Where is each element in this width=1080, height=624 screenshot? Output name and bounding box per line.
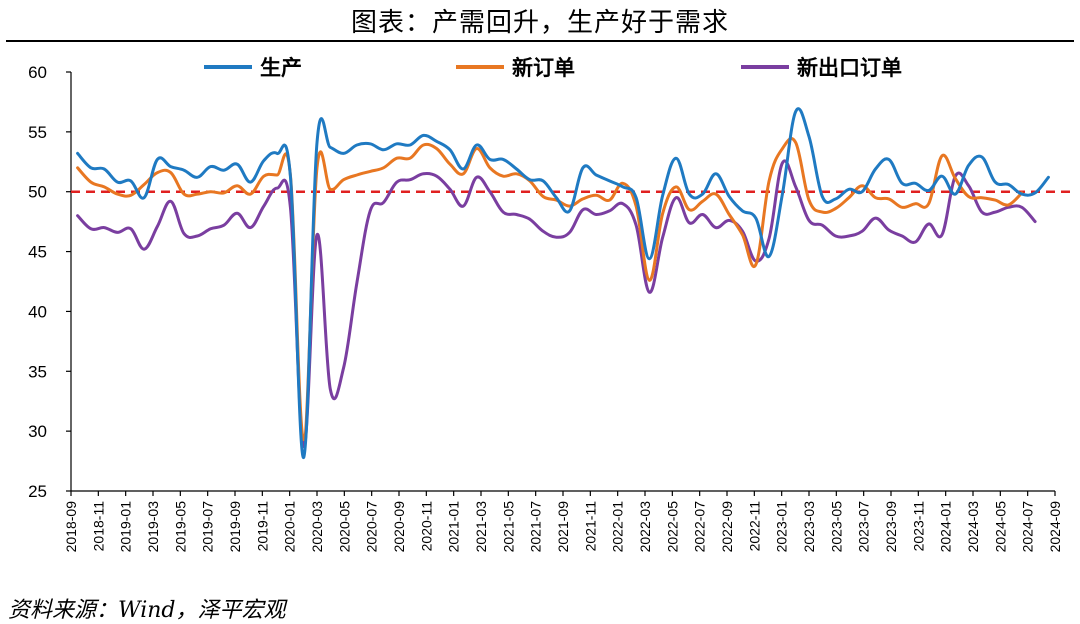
legend: 生产 新订单 新出口订单 bbox=[204, 56, 902, 80]
x-tick-label: 2022-05 bbox=[664, 501, 680, 553]
y-axis: 25 30 35 40 45 50 55 60 bbox=[28, 63, 72, 501]
x-tick-label: 2023-11 bbox=[910, 501, 926, 552]
x-tick-label: 2023-05 bbox=[828, 501, 844, 553]
chart-title: 图表：产需回升，生产好于需求 bbox=[350, 8, 729, 38]
y-tick-label: 40 bbox=[28, 302, 47, 321]
x-tick-label: 2021-09 bbox=[555, 501, 571, 553]
series-lines bbox=[76, 107, 1050, 460]
y-tick-label: 30 bbox=[28, 422, 47, 441]
x-tick-label: 2020-09 bbox=[391, 501, 407, 553]
x-tick-label: 2019-05 bbox=[172, 501, 188, 553]
legend-label-production: 生产 bbox=[260, 56, 302, 80]
x-tick-label: 2021-03 bbox=[473, 501, 489, 553]
x-tick-label: 2023-01 bbox=[774, 501, 790, 553]
title-rule bbox=[6, 40, 1074, 42]
x-tick-label: 2024-07 bbox=[1020, 501, 1036, 553]
y-tick-label: 25 bbox=[28, 482, 47, 501]
series-line-production bbox=[76, 107, 1050, 460]
x-tick-label: 2024-03 bbox=[965, 501, 981, 553]
x-tick-label: 2018-09 bbox=[63, 501, 79, 553]
legend-label-export_orders: 新出口订单 bbox=[797, 56, 902, 80]
x-tick-label: 2022-11 bbox=[746, 501, 762, 552]
x-tick-label: 2024-05 bbox=[992, 501, 1008, 553]
x-tick-label: 2020-07 bbox=[364, 501, 380, 553]
y-tick-label: 45 bbox=[28, 243, 47, 262]
x-tick-label: 2022-09 bbox=[719, 501, 735, 553]
x-tick-label: 2022-03 bbox=[637, 501, 653, 553]
x-tick-label: 2019-11 bbox=[254, 501, 270, 552]
x-axis: 2018-09 2018-11 2019-01 2019-03 2019-05 2019-… bbox=[63, 490, 1063, 553]
x-tick-label: 2018-11 bbox=[90, 501, 106, 552]
x-tick-label: 2019-03 bbox=[145, 501, 161, 553]
x-tick-label: 2020-05 bbox=[336, 501, 352, 553]
x-tick-label: 2021-07 bbox=[528, 501, 544, 553]
x-tick-label: 2023-09 bbox=[883, 501, 899, 553]
x-tick-label: 2024-01 bbox=[938, 501, 954, 553]
x-tick-label: 2020-01 bbox=[282, 501, 298, 553]
series-line-new_orders bbox=[76, 137, 1024, 442]
x-tick-label: 2021-05 bbox=[500, 501, 516, 553]
x-tick-label: 2021-01 bbox=[446, 501, 462, 553]
x-tick-label: 2019-01 bbox=[118, 501, 134, 553]
x-tick-label: 2019-09 bbox=[227, 501, 243, 553]
legend-label-new_orders: 新订单 bbox=[512, 56, 575, 80]
x-tick-label: 2021-11 bbox=[582, 501, 598, 552]
x-tick-label: 2023-03 bbox=[801, 501, 817, 553]
source-note: 资料来源：Wind，泽平宏观 bbox=[8, 598, 286, 623]
x-tick-label: 2020-03 bbox=[309, 501, 325, 553]
x-tick-label: 2022-01 bbox=[610, 501, 626, 553]
x-tick-label: 2023-07 bbox=[856, 501, 872, 553]
y-tick-label: 35 bbox=[28, 362, 47, 381]
x-tick-label: 2024-09 bbox=[1047, 501, 1063, 553]
y-tick-label: 50 bbox=[28, 183, 47, 202]
y-tick-label: 60 bbox=[28, 63, 47, 82]
x-tick-label: 2020-11 bbox=[418, 501, 434, 552]
y-tick-label: 55 bbox=[28, 123, 47, 142]
x-tick-label: 2022-07 bbox=[692, 501, 708, 553]
series-line-export_orders bbox=[76, 159, 1037, 449]
x-tick-label: 2019-07 bbox=[200, 501, 216, 553]
